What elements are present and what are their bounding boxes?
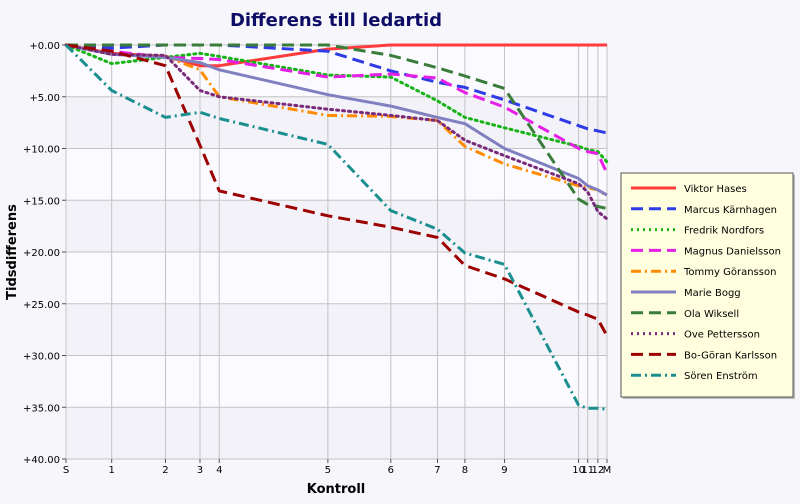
chart-title: Differens till ledartid — [230, 10, 442, 31]
x-tick-label: 11 — [581, 465, 594, 476]
series-line — [64, 43, 609, 164]
y-tick-label: +5.00 — [29, 93, 60, 104]
legend-box — [620, 172, 794, 398]
x-tick-label: 4 — [216, 465, 222, 476]
x-tick-label: S — [63, 465, 69, 476]
y-tick-label: +30.00 — [23, 352, 60, 363]
legend-label: Ove Pettersson — [684, 330, 760, 341]
x-tick-label: 9 — [501, 465, 507, 476]
legend-label: Marie Bogg — [684, 288, 741, 299]
x-tick-label: 7 — [434, 465, 440, 476]
legend-label: Ola Wiksell — [684, 309, 739, 320]
y-tick-label: +0.00 — [29, 41, 60, 52]
series-line — [64, 43, 609, 221]
legend-label: Fredrik Nordfors — [684, 226, 764, 237]
series-line — [64, 43, 608, 411]
x-tick-label: 2 — [162, 465, 168, 476]
y-tick-label: +25.00 — [23, 300, 60, 311]
grid-band — [66, 148, 607, 201]
series-line — [65, 43, 609, 174]
x-tick-label: 3 — [197, 465, 203, 476]
legend-label: Magnus Danielsson — [684, 246, 781, 257]
y-tick-label: +10.00 — [23, 145, 60, 156]
legend-label: Bo-Göran Karlsson — [684, 350, 777, 361]
x-tick-label: 10 — [572, 465, 585, 476]
y-tick-label: +40.00 — [23, 455, 60, 466]
x-tick-label: 1 — [108, 465, 114, 476]
x-tick-label: 8 — [462, 465, 468, 476]
x-tick-label: 12 — [591, 465, 604, 476]
y-tick-label: +35.00 — [23, 403, 60, 414]
series-line — [65, 43, 608, 197]
series-line — [65, 43, 609, 337]
x-tick-label: 6 — [388, 465, 394, 476]
grid-lines — [65, 44, 608, 460]
legend-label: Marcus Kärnhagen — [684, 205, 777, 216]
x-axis-title: Kontroll — [307, 482, 366, 497]
y-tick-label: +15.00 — [23, 196, 60, 207]
x-tick-label: 5 — [325, 465, 331, 476]
x-tick-label: M — [603, 465, 612, 476]
axis-ticks: +0.00 +5.00 +10.00 +15.00 +20.00 +25.00 +30.00… — [23, 41, 611, 476]
series-line — [66, 43, 608, 210]
legend-label: Tommy Göransson — [683, 267, 776, 278]
series-lines — [64, 43, 609, 411]
legend-label: Viktor Hases — [684, 184, 747, 195]
grid-band — [66, 355, 607, 408]
legend-label: Sören Enström — [684, 371, 758, 382]
grid-band — [66, 252, 607, 304]
y-axis-title: Tidsdifferens — [5, 204, 20, 300]
y-tick-label: +20.00 — [23, 248, 60, 259]
legend: Viktor Hases Marcus Kärnhagen Fredrik Nord… — [620, 172, 795, 399]
